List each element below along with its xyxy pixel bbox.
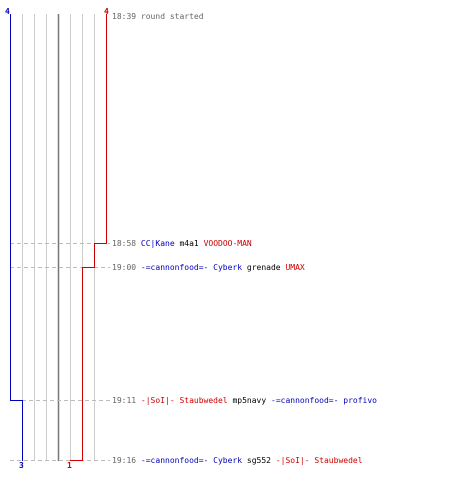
blue-team-line (10, 14, 23, 461)
event-time: 18:39 (112, 12, 137, 21)
weapon-name: grenade (246, 263, 281, 272)
event-time: 19:11 (112, 396, 137, 405)
red-player-name: -|SoI|- Staubwedel (140, 396, 228, 405)
red-player-name: VOODOO-MAN (203, 239, 252, 248)
round-start-row: 18:39 round started (112, 12, 204, 22)
kill-event-row: 18:58 CC|Kane m4a1 VOODOO-MAN (112, 239, 252, 249)
red-player-name: UMAX (285, 263, 305, 272)
event-time: 19:00 (112, 263, 137, 272)
kill-event-row: 19:16 -=cannonfood=- Cyberk sg552 -|SoI|… (112, 456, 363, 466)
kill-event-row: 19:00 -=cannonfood=- Cyberk grenade UMAX (112, 263, 305, 273)
top-red-score: 4 (104, 7, 109, 16)
blue-player-name: CC|Kane (140, 239, 175, 248)
weapon-name: m4a1 (179, 239, 199, 248)
blue-player-name: -=cannonfood=- Cyberk (140, 456, 243, 465)
top-blue-score: 4 (5, 7, 10, 16)
red-team-line (70, 14, 107, 461)
grid-lines (22, 14, 95, 461)
blue-player-name: -=cannonfood=- profivo (271, 396, 377, 405)
event-guide-lines (10, 243, 110, 461)
event-time: 19:16 (112, 456, 137, 465)
bottom-red-score: 1 (67, 461, 72, 470)
blue-player-name: -=cannonfood=- Cyberk (140, 263, 243, 272)
bottom-blue-score: 3 (19, 461, 24, 470)
event-time: 18:58 (112, 239, 137, 248)
weapon-name: mp5navy (232, 396, 267, 405)
round-start-text: round started (140, 12, 204, 21)
weapon-name: sg552 (246, 456, 271, 465)
kill-event-row: 19:11 -|SoI|- Staubwedel mp5navy -=canno… (112, 396, 377, 406)
red-player-name: -|SoI|- Staubwedel (275, 456, 363, 465)
